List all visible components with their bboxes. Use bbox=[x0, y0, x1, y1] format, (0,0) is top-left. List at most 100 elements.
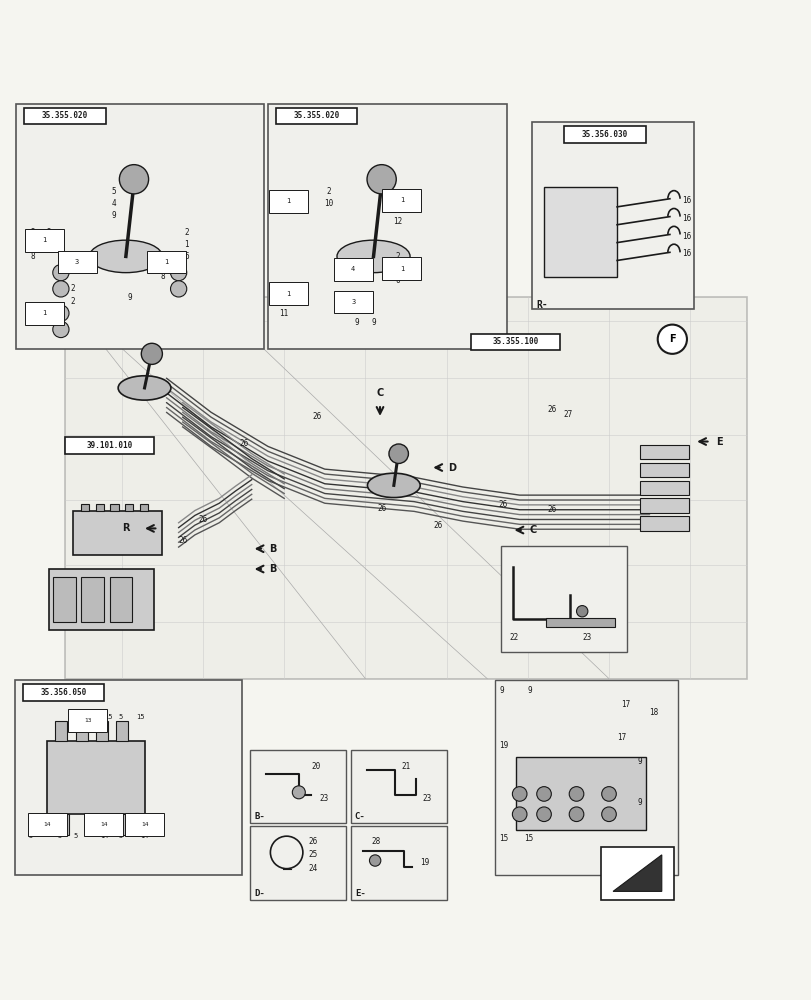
Bar bbox=[250, 826, 345, 900]
Text: E: E bbox=[715, 437, 722, 447]
Text: 9: 9 bbox=[371, 318, 375, 327]
Circle shape bbox=[657, 325, 686, 354]
FancyBboxPatch shape bbox=[84, 813, 123, 836]
Text: 1: 1 bbox=[395, 205, 400, 214]
Text: 28: 28 bbox=[371, 837, 380, 846]
Text: 9: 9 bbox=[527, 686, 532, 695]
Text: 1: 1 bbox=[42, 237, 47, 243]
Text: 15: 15 bbox=[104, 714, 112, 720]
Bar bbox=[73, 511, 162, 555]
Text: 2: 2 bbox=[71, 297, 75, 306]
Bar bbox=[350, 826, 446, 900]
Text: E-: E- bbox=[354, 889, 365, 898]
Text: 3: 3 bbox=[75, 259, 79, 265]
Text: 13: 13 bbox=[84, 722, 92, 728]
Text: 4: 4 bbox=[111, 199, 116, 208]
FancyBboxPatch shape bbox=[333, 258, 372, 281]
Text: 16: 16 bbox=[681, 214, 690, 223]
Text: 19: 19 bbox=[419, 858, 428, 867]
Text: C-: C- bbox=[354, 812, 365, 821]
Text: 6: 6 bbox=[184, 252, 189, 261]
Text: 1: 1 bbox=[285, 198, 290, 204]
Text: 35.355.020: 35.355.020 bbox=[294, 111, 339, 120]
Text: 26: 26 bbox=[547, 505, 556, 514]
Circle shape bbox=[601, 787, 616, 801]
Text: 35.355.020: 35.355.020 bbox=[42, 111, 88, 120]
Bar bbox=[639, 445, 688, 459]
Text: 2: 2 bbox=[326, 187, 331, 196]
Text: 5: 5 bbox=[28, 833, 33, 839]
Text: B-: B- bbox=[254, 812, 264, 821]
Text: 5: 5 bbox=[111, 187, 116, 196]
Circle shape bbox=[170, 265, 187, 281]
Text: 1: 1 bbox=[395, 264, 400, 273]
Polygon shape bbox=[65, 297, 746, 679]
Circle shape bbox=[53, 321, 69, 338]
Bar bbox=[110, 504, 118, 511]
Bar bbox=[81, 504, 89, 511]
Text: 2: 2 bbox=[346, 293, 351, 302]
Bar bbox=[268, 104, 507, 349]
Text: 3: 3 bbox=[71, 264, 75, 273]
Circle shape bbox=[53, 305, 69, 321]
Bar bbox=[600, 847, 673, 900]
Bar bbox=[109, 577, 132, 622]
Bar bbox=[53, 577, 75, 622]
Text: 1: 1 bbox=[281, 297, 286, 306]
Text: 9: 9 bbox=[354, 318, 359, 327]
Ellipse shape bbox=[118, 376, 170, 400]
Text: 15: 15 bbox=[136, 714, 144, 720]
Circle shape bbox=[569, 807, 583, 822]
Text: 9: 9 bbox=[637, 757, 642, 766]
Text: 35.356.030: 35.356.030 bbox=[581, 130, 627, 139]
Circle shape bbox=[576, 606, 587, 617]
Circle shape bbox=[53, 265, 69, 281]
FancyBboxPatch shape bbox=[25, 302, 64, 325]
Circle shape bbox=[292, 786, 305, 799]
Text: 14: 14 bbox=[43, 822, 51, 827]
Text: 1: 1 bbox=[281, 205, 286, 214]
Text: 26: 26 bbox=[238, 439, 248, 448]
FancyBboxPatch shape bbox=[28, 813, 67, 836]
Text: 2: 2 bbox=[395, 191, 400, 200]
Text: 8: 8 bbox=[160, 272, 165, 281]
FancyBboxPatch shape bbox=[147, 251, 186, 273]
Text: 1: 1 bbox=[46, 240, 51, 249]
Bar bbox=[81, 577, 104, 622]
Text: 1: 1 bbox=[399, 266, 404, 272]
Bar bbox=[55, 721, 67, 741]
Bar bbox=[276, 108, 357, 124]
Bar bbox=[139, 504, 148, 511]
Bar bbox=[24, 108, 105, 124]
Text: 5: 5 bbox=[346, 260, 351, 269]
Text: 2: 2 bbox=[281, 284, 286, 293]
Circle shape bbox=[170, 281, 187, 297]
Circle shape bbox=[369, 855, 380, 866]
Text: 39.101.010: 39.101.010 bbox=[87, 441, 132, 450]
Text: 11: 11 bbox=[279, 309, 289, 318]
Text: 3: 3 bbox=[346, 305, 351, 314]
Text: 5: 5 bbox=[118, 833, 122, 839]
Bar bbox=[88, 814, 97, 835]
Text: 9: 9 bbox=[637, 798, 642, 807]
Text: 17: 17 bbox=[620, 700, 629, 709]
Text: 1: 1 bbox=[30, 240, 35, 249]
Text: 16: 16 bbox=[681, 196, 690, 205]
Text: D-: D- bbox=[254, 889, 264, 898]
Circle shape bbox=[119, 165, 148, 194]
Bar bbox=[116, 721, 128, 741]
FancyBboxPatch shape bbox=[382, 257, 421, 280]
Text: 1: 1 bbox=[160, 260, 165, 269]
Text: 5: 5 bbox=[28, 822, 33, 828]
Text: 26: 26 bbox=[498, 500, 508, 509]
Text: 26: 26 bbox=[308, 837, 317, 846]
Text: C: C bbox=[376, 388, 383, 398]
Text: 14: 14 bbox=[39, 817, 47, 823]
Text: 2: 2 bbox=[46, 228, 51, 237]
Text: 24: 24 bbox=[308, 864, 317, 873]
Text: 26: 26 bbox=[376, 504, 386, 513]
Circle shape bbox=[536, 787, 551, 801]
Text: 10: 10 bbox=[324, 199, 333, 208]
Text: R-: R- bbox=[535, 300, 547, 310]
Polygon shape bbox=[612, 855, 661, 891]
